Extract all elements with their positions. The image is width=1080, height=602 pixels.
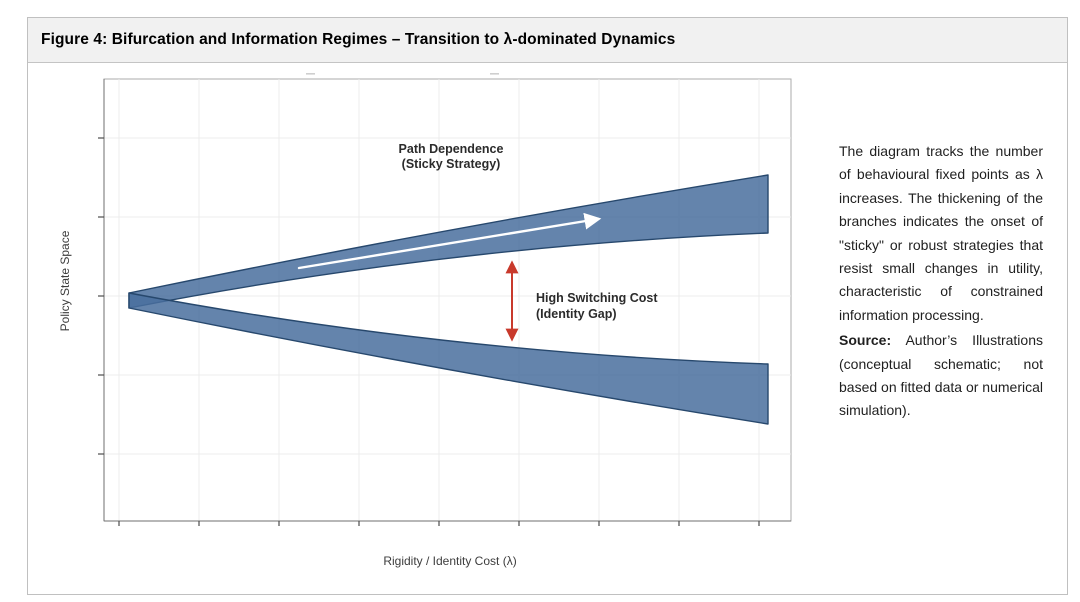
bifurcation-chart: Path Dependence (Sticky Strategy) High S… bbox=[28, 63, 828, 595]
chart-svg: Path Dependence (Sticky Strategy) High S… bbox=[58, 73, 792, 568]
x-axis-ticks bbox=[118, 521, 760, 526]
x-axis-label: Rigidity / Identity Cost (λ) bbox=[383, 554, 516, 568]
figure-title: Figure 4: Bifurcation and Information Re… bbox=[41, 31, 676, 48]
trajectory-arrow bbox=[297, 212, 602, 270]
source-label: Source: bbox=[839, 332, 892, 349]
figure-title-bar: Figure 4: Bifurcation and Information Re… bbox=[28, 18, 1067, 63]
clipped-text-artifact bbox=[490, 73, 499, 75]
plot-area bbox=[103, 78, 792, 522]
source-text: Author’s Illustrations (conceptual schem… bbox=[839, 332, 1043, 419]
switching-cost-label-line2: (Identity Gap) bbox=[536, 307, 617, 321]
y-axis-label: Policy State Space bbox=[58, 230, 72, 331]
vertical-gridlines bbox=[118, 79, 760, 521]
upper-branch-band bbox=[128, 174, 769, 309]
figure-caption-text: The diagram tracks the number of behavio… bbox=[839, 140, 1043, 423]
y-axis-ticks bbox=[98, 137, 104, 455]
figure-panel: Figure 4: Bifurcation and Information Re… bbox=[27, 17, 1068, 595]
caption-body: The diagram tracks the number of behavio… bbox=[839, 143, 1043, 323]
switching-cost-label-line1: High Switching Cost bbox=[536, 291, 658, 305]
path-dependence-label-line1: Path Dependence bbox=[399, 142, 504, 156]
caption-source: Source: Author’s Illustrations (conceptu… bbox=[839, 329, 1043, 423]
horizontal-gridlines bbox=[104, 137, 791, 455]
clipped-text-artifact bbox=[306, 73, 315, 75]
lower-branch-band bbox=[128, 292, 769, 425]
path-dependence-label-line2: (Sticky Strategy) bbox=[402, 157, 501, 171]
